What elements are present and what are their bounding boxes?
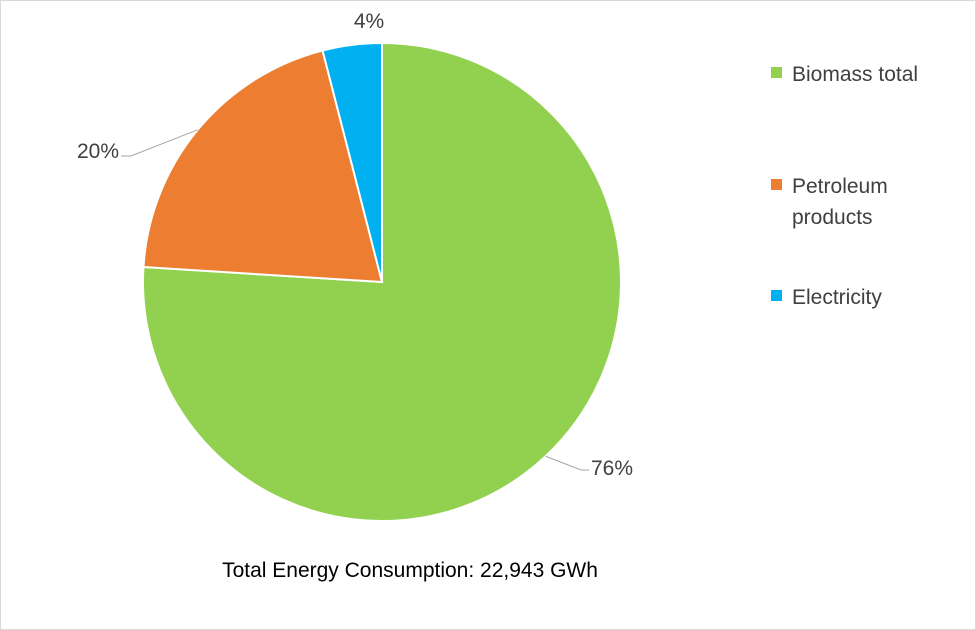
legend-label-petroleum: Petroleum products <box>792 175 888 229</box>
pie-slice-electricity <box>321 41 383 283</box>
data-label-petroleum: 20% <box>77 140 119 163</box>
pie-slice-petroleum <box>142 49 384 284</box>
caption-text: Total Energy Consumption: 22,943 GWh <box>222 559 598 582</box>
legend-swatch-petroleum <box>771 179 782 190</box>
leader-line-biomass <box>545 455 589 471</box>
legend-label-biomass: Biomass total <box>792 63 919 86</box>
leader-line-petroleum <box>121 129 199 157</box>
legend-swatch-electricity <box>771 290 782 301</box>
legend-item-petroleum: Petroleum products <box>771 171 962 233</box>
legend-item-electricity: Electricity <box>771 282 962 313</box>
pie-slice-biomass <box>142 41 622 522</box>
chart-caption: Total Energy Consumption: 22,943 GWh <box>1 559 975 583</box>
legend-swatch-biomass <box>771 67 782 78</box>
legend-label-electricity: Electricity <box>792 286 882 309</box>
data-label-biomass: 76% <box>591 457 633 480</box>
legend-item-biomass: Biomass total <box>771 59 962 90</box>
data-label-electricity: 4% <box>354 10 384 33</box>
